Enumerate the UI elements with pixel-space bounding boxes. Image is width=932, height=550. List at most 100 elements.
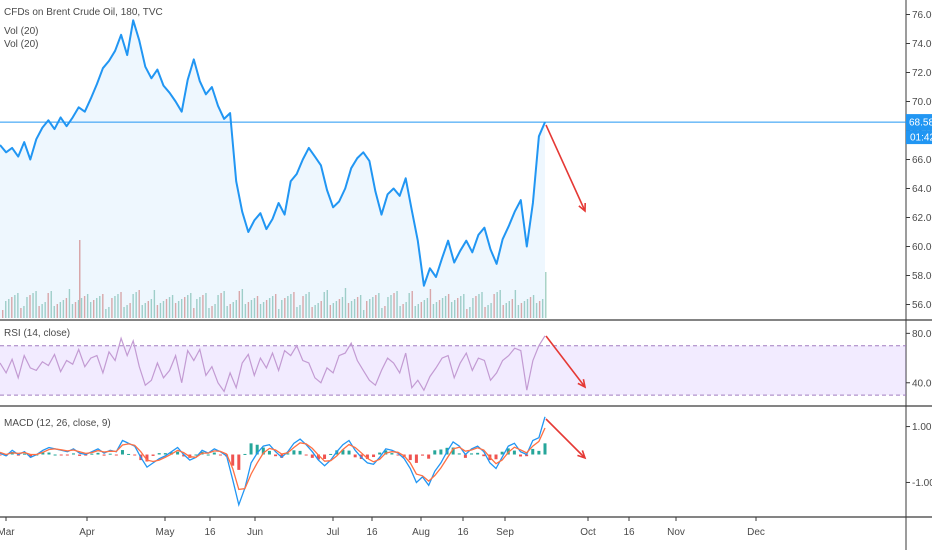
volume-bar — [38, 306, 40, 318]
volume-bar — [311, 307, 313, 318]
time-tick-label: Dec — [747, 527, 765, 538]
macd-forecast-arrow — [545, 418, 587, 460]
volume-bar — [450, 302, 453, 318]
time-tick-label: Mar — [0, 527, 15, 538]
volume-bar — [335, 301, 338, 318]
time-tick-label: 16 — [457, 527, 469, 538]
volume-bar — [460, 296, 462, 318]
price-line[interactable] — [0, 19, 546, 287]
volume-bar — [177, 301, 180, 318]
volume-bar — [299, 305, 301, 318]
volume-bar — [241, 289, 244, 318]
volume-bar — [187, 295, 189, 318]
rsi-tick-label: 80.00 — [912, 329, 932, 340]
macd-hist-bar — [525, 454, 529, 457]
price-title: CFDs on Brent Crude Oil, 180, TVC — [4, 7, 163, 18]
volume-bar — [83, 296, 86, 318]
volume-bar — [156, 305, 159, 318]
volume-bar — [68, 289, 71, 318]
volume-bar — [147, 301, 150, 318]
macd-hist-bar — [341, 449, 345, 455]
volume-bar — [417, 304, 419, 318]
rsi-line[interactable] — [0, 335, 546, 393]
volume-bar — [214, 304, 216, 318]
macd-hist-bar — [378, 452, 382, 455]
volume-bar — [426, 298, 429, 318]
volume-bar — [405, 302, 407, 318]
macd-hist-bar — [133, 454, 137, 456]
macd-hist-bar — [231, 454, 235, 466]
macd-hist-bar — [41, 452, 45, 455]
macd-tick-label: 1.00 — [912, 422, 932, 433]
rsi-forecast-arrow — [545, 335, 587, 389]
volume-bar — [226, 306, 228, 318]
volume-bar — [353, 299, 356, 318]
volume-bar — [369, 299, 371, 318]
volume-bar — [308, 292, 310, 318]
volume-bar — [238, 291, 241, 318]
macd-hist-bar — [29, 454, 33, 458]
volume-bar — [487, 305, 489, 318]
volume-bar — [259, 304, 262, 318]
macd-hist-bar — [390, 453, 394, 455]
macd-histogram — [0, 443, 547, 470]
volume-bar — [435, 302, 438, 318]
volume-bar — [375, 295, 377, 318]
volume-bar — [265, 300, 268, 318]
macd-hist-bar — [286, 453, 290, 455]
price-tick-label: 64.00 — [912, 184, 932, 195]
macd-hist-bar — [274, 454, 278, 457]
macd-hist-bar — [261, 447, 265, 455]
macd-hist-bar — [292, 450, 296, 455]
volume-bar — [47, 293, 49, 318]
volume-bar — [284, 298, 286, 318]
last-price-tag — [906, 114, 932, 131]
time-tick-label: Oct — [580, 527, 596, 538]
volume-bar — [35, 291, 37, 318]
macd-hist-bar — [421, 454, 425, 456]
volume-bar — [278, 309, 280, 318]
volume-bar — [302, 296, 304, 318]
volume-bar — [71, 304, 74, 318]
price-tick-label: 76.00 — [912, 10, 932, 21]
volume-bar — [202, 295, 204, 318]
volume-bar — [14, 295, 16, 318]
volume-bar — [441, 298, 444, 318]
volume-bar — [123, 307, 125, 318]
volume-bar — [393, 293, 395, 318]
macd-hist-bar — [408, 454, 412, 461]
volume-bar — [532, 295, 535, 318]
volume-bar — [220, 293, 222, 318]
volume-bar — [268, 298, 271, 318]
volume-bar — [253, 298, 256, 318]
volume-bar — [523, 301, 526, 318]
volume-bar — [20, 308, 22, 318]
countdown-tag — [906, 130, 932, 145]
macd-signal-line[interactable] — [0, 427, 546, 491]
volume-bar — [114, 296, 116, 318]
time-tick-label: Aug — [412, 527, 430, 538]
time-tick-label: May — [156, 527, 175, 538]
volume-bar — [493, 294, 495, 318]
volume-bar — [432, 304, 435, 318]
macd-hist-bar — [531, 448, 535, 455]
volume-bar — [99, 296, 101, 318]
volume-bar — [96, 298, 98, 318]
volume-bar — [93, 300, 95, 318]
volume-bar — [247, 302, 250, 318]
volume-bar — [165, 299, 168, 318]
macd-hist-bar — [298, 450, 302, 455]
volume-bar — [344, 288, 347, 318]
volume-bar — [499, 290, 501, 318]
volume-bar — [229, 304, 231, 318]
macd-hist-bar — [96, 452, 100, 455]
volume-bar — [26, 297, 28, 318]
macd-hist-bar — [120, 450, 124, 455]
macd-hist-bar — [255, 444, 259, 455]
volume-bar — [50, 291, 52, 318]
macd-hist-bar — [323, 454, 327, 459]
volume-bar — [290, 294, 292, 318]
macd-line[interactable] — [0, 416, 546, 508]
volume-bar — [481, 292, 483, 318]
